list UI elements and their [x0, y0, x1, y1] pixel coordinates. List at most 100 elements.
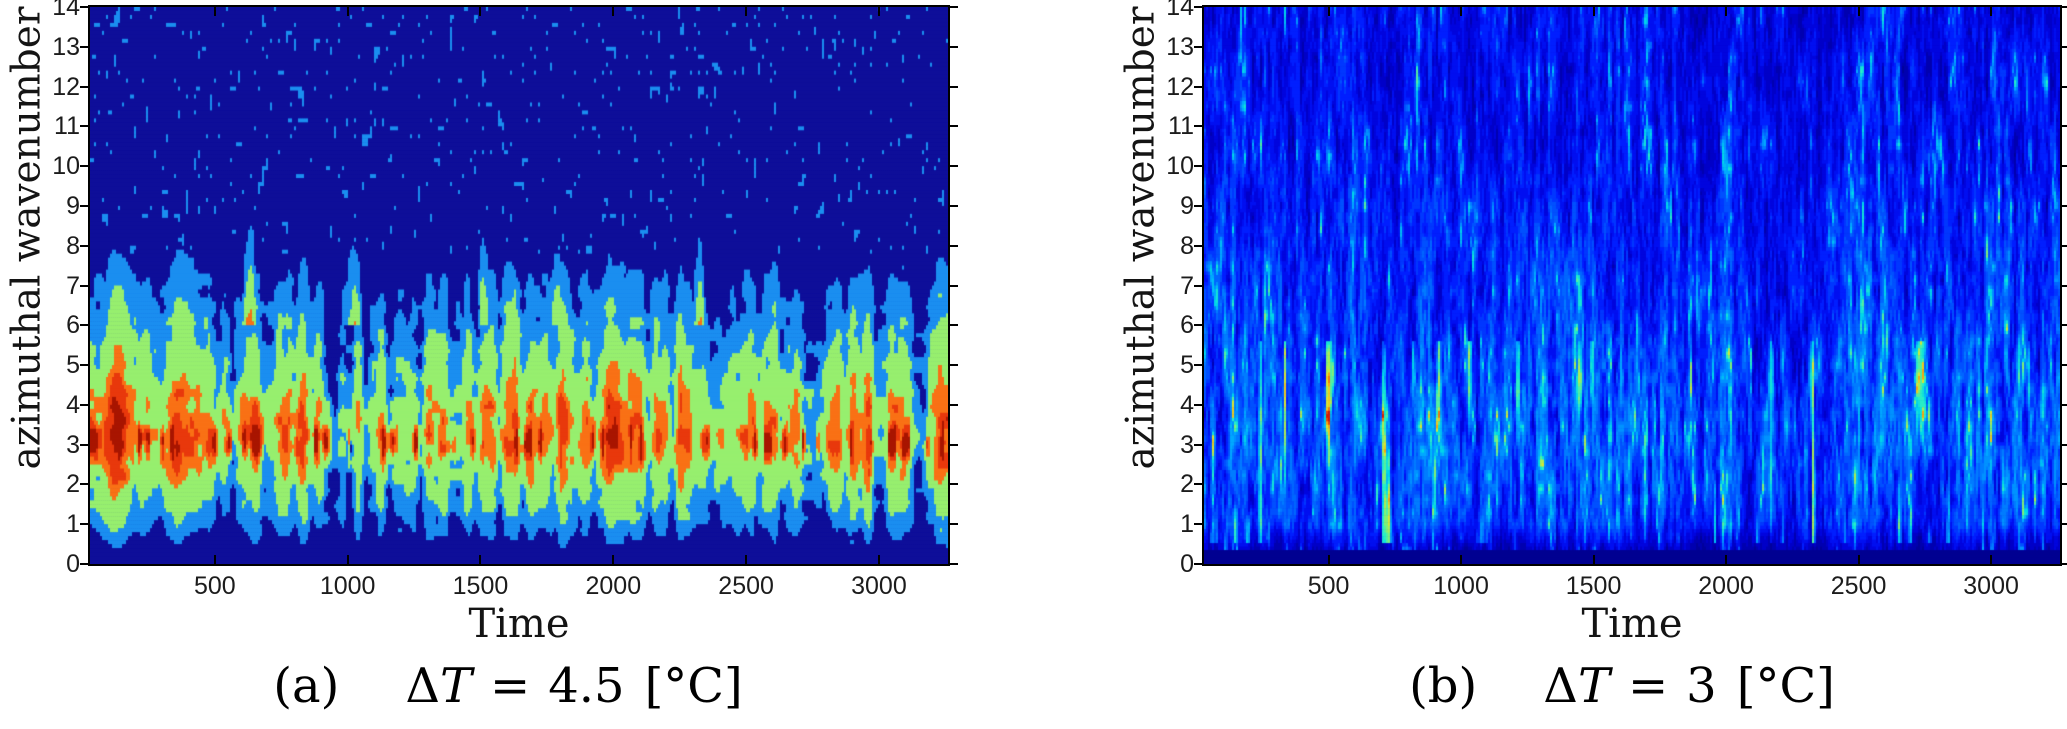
y-tick-mark: [948, 244, 958, 247]
y-tick-label: 4: [66, 390, 80, 419]
y-tick-mark: [80, 523, 90, 526]
x-tick-mark: [1592, 555, 1595, 564]
caption-b-formula: Δ T = 3 [°C]: [1543, 658, 1835, 714]
y-tick-mark: [1194, 125, 1204, 128]
y-tick-mark: [948, 523, 958, 526]
y-tick-mark: [948, 45, 958, 48]
x-tick-label: 3000: [1963, 572, 2019, 600]
heatmap-canvas-b: [1204, 7, 2060, 564]
y-tick-mark: [948, 6, 958, 8]
y-tick-mark: [948, 165, 958, 168]
y-tick-mark: [2060, 6, 2067, 8]
x-tick-label: 1500: [452, 572, 509, 600]
y-tick-mark: [80, 6, 90, 8]
caption-a-value: 4.5: [548, 658, 625, 714]
x-tick-mark: [877, 7, 880, 16]
y-tick-mark: [2060, 523, 2067, 526]
y-tick-label: 0: [1180, 550, 1194, 578]
y-tick-mark: [2060, 125, 2067, 128]
x-tick-label: 500: [193, 572, 236, 600]
x-tick-label: 2000: [1698, 572, 1754, 600]
x-tick-label: 3000: [851, 572, 907, 600]
y-tick-label: 6: [66, 311, 80, 340]
y-tick-mark: [1194, 165, 1204, 168]
y-tick-mark: [948, 443, 958, 446]
y-tick-mark: [1194, 364, 1204, 367]
y-tick-label: 12: [52, 72, 80, 101]
y-tick-mark: [948, 85, 958, 88]
y-tick-mark: [80, 165, 90, 168]
y-tick-label: 4: [1180, 390, 1194, 419]
x-tick-mark: [1327, 7, 1330, 16]
y-tick-label: 5: [1180, 351, 1194, 380]
y-tick-label: 1: [1180, 510, 1194, 539]
y-tick-mark: [2060, 483, 2067, 486]
x-tick-label: 500: [1307, 572, 1350, 600]
y-tick-label: 2: [66, 470, 80, 499]
y-tick-mark: [1194, 403, 1204, 406]
y-tick-label: 8: [1180, 231, 1194, 260]
y-tick-mark: [948, 284, 958, 287]
y-tick-mark: [948, 364, 958, 367]
y-tick-mark: [2060, 284, 2067, 287]
y-tick-mark: [2060, 324, 2067, 327]
x-tick-label: 1500: [1565, 572, 1622, 600]
y-tick-label: 9: [66, 191, 80, 220]
y-tick-label: 11: [1168, 112, 1194, 141]
y-tick-mark: [2060, 403, 2067, 406]
x-tick-mark: [745, 555, 748, 564]
delta-symbol: Δ: [1543, 658, 1578, 714]
y-tick-mark: [80, 324, 90, 327]
caption-a: (a) Δ T = 4.5 [°C]: [58, 658, 958, 714]
y-tick-mark: [80, 483, 90, 486]
x-tick-mark: [213, 7, 216, 16]
y-tick-mark: [2060, 563, 2067, 565]
x-tick-mark: [346, 555, 349, 564]
equals-sign: =: [1627, 658, 1669, 714]
y-tick-label: 0: [66, 550, 80, 578]
y-tick-mark: [80, 403, 90, 406]
y-tick-mark: [948, 125, 958, 128]
x-tick-mark: [479, 555, 482, 564]
y-tick-mark: [1194, 85, 1204, 88]
x-tick-label: 1000: [319, 572, 376, 600]
y-tick-label: 13: [52, 32, 80, 61]
y-tick-mark: [1194, 563, 1204, 565]
y-tick-mark: [2060, 244, 2067, 247]
y-tick-label: 13: [1166, 32, 1194, 61]
x-axis-label-a: Time: [468, 601, 570, 647]
x-tick-mark: [877, 555, 880, 564]
x-tick-mark: [612, 7, 615, 16]
y-tick-label: 3: [66, 430, 80, 459]
temperature-variable: T: [1577, 658, 1610, 714]
y-tick-mark: [1194, 324, 1204, 327]
y-tick-mark: [80, 364, 90, 367]
y-tick-label: 5: [66, 351, 80, 380]
y-tick-mark: [2060, 204, 2067, 207]
y-tick-label: 14: [1166, 0, 1194, 21]
y-tick-mark: [1194, 204, 1204, 207]
x-tick-mark: [479, 7, 482, 16]
y-tick-mark: [1194, 523, 1204, 526]
y-tick-mark: [1194, 244, 1204, 247]
x-tick-label: 2500: [718, 572, 774, 600]
y-tick-label: 10: [52, 152, 80, 181]
equals-sign: =: [490, 658, 531, 714]
x-tick-label: 2500: [1830, 572, 1887, 600]
y-tick-mark: [948, 403, 958, 406]
x-tick-mark: [745, 7, 748, 16]
caption-b-value: 3: [1686, 658, 1717, 714]
y-tick-mark: [80, 204, 90, 207]
y-tick-label: 14: [52, 0, 80, 21]
x-tick-mark: [1460, 7, 1463, 16]
y-tick-mark: [2060, 85, 2067, 88]
y-tick-label: 10: [1166, 152, 1194, 181]
x-tick-mark: [1990, 7, 1993, 16]
y-tick-mark: [80, 284, 90, 287]
y-tick-label: 3: [1180, 430, 1194, 459]
y-tick-mark: [2060, 165, 2067, 168]
caption-b-index: (b): [1409, 658, 1478, 714]
x-tick-label: 2000: [585, 572, 642, 600]
y-tick-label: 2: [1180, 470, 1194, 499]
